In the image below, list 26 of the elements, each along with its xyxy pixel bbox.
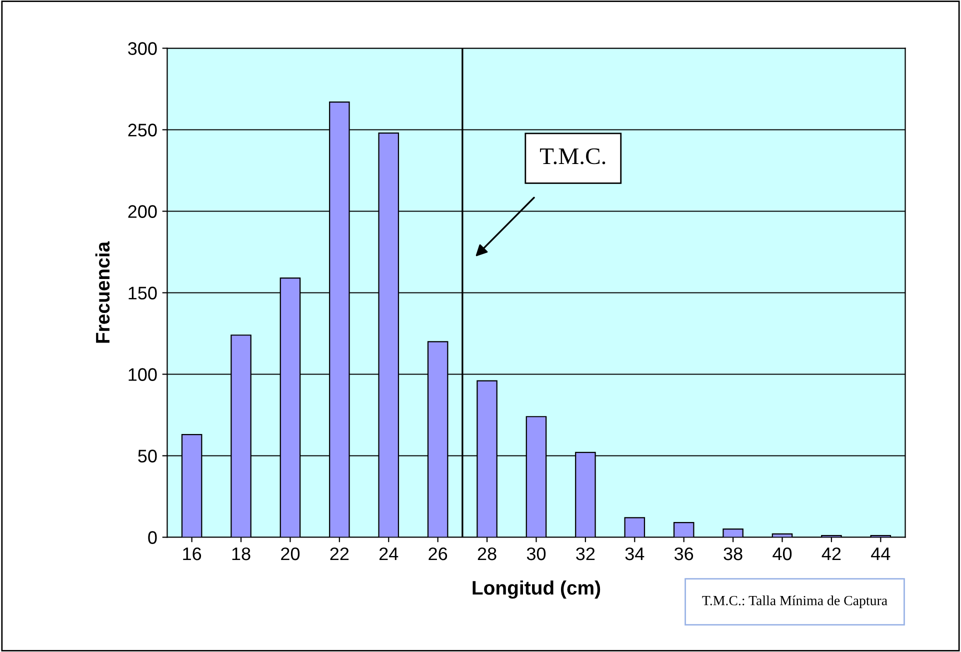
x-tick-label: 42 [822,547,841,560]
x-tick-label: 38 [724,547,742,560]
y-tick-label: 200 [128,205,157,218]
x-tick-label: 28 [478,547,496,560]
x-tick-label: 18 [232,547,250,560]
x-tick-label: 30 [526,547,546,560]
x-tick-label: 16 [183,547,202,560]
x-tick-label: 22 [330,547,349,560]
annotation: T.M.C. [540,148,606,164]
y-tick-label: 50 [138,450,157,462]
x-tick-label: 36 [674,547,694,560]
x-tick-label: 44 [871,548,890,560]
y-axis-title: Frecuencia [95,241,110,343]
x-tick-label: 40 [772,547,792,560]
x-axis-title: Longitud (cm) [472,580,600,599]
text: T.M.C.: Talla Mínima de Captura [702,595,888,608]
x-tick-label: 32 [576,547,595,560]
x-tick-label: 26 [428,547,448,560]
y-tick-label: 0 [148,531,157,544]
x-tick-label: 20 [281,547,300,560]
x-tick-label: 34 [625,547,644,560]
y-tick-label: 150 [128,286,157,300]
y-tick-label: 300 [128,42,157,55]
y-tick-label: 250 [128,124,157,136]
y-tick-label: 100 [128,368,157,381]
x-tick-label: 24 [379,547,398,560]
